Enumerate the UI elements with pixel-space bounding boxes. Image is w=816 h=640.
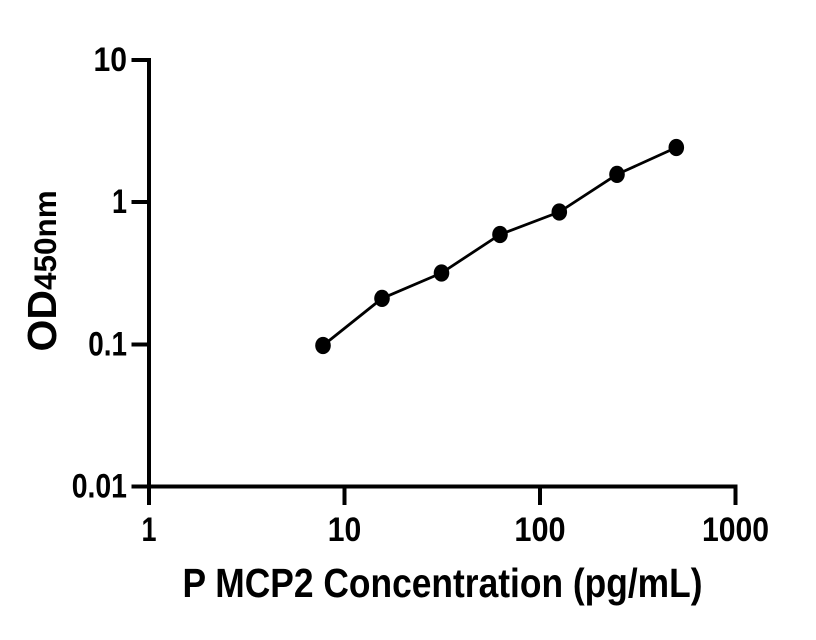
svg-text:10: 10 xyxy=(328,511,362,549)
svg-text:10: 10 xyxy=(94,41,128,79)
svg-text:P MCP2 Concentration (pg/mL): P MCP2 Concentration (pg/mL) xyxy=(183,560,703,606)
svg-text:1: 1 xyxy=(112,183,127,221)
svg-text:0.01: 0.01 xyxy=(72,468,127,506)
svg-text:0.1: 0.1 xyxy=(88,326,127,364)
svg-text:OD450nm: OD450nm xyxy=(19,190,65,351)
svg-text:1000: 1000 xyxy=(702,511,769,549)
svg-text:1: 1 xyxy=(142,511,157,549)
svg-text:100: 100 xyxy=(514,511,565,549)
